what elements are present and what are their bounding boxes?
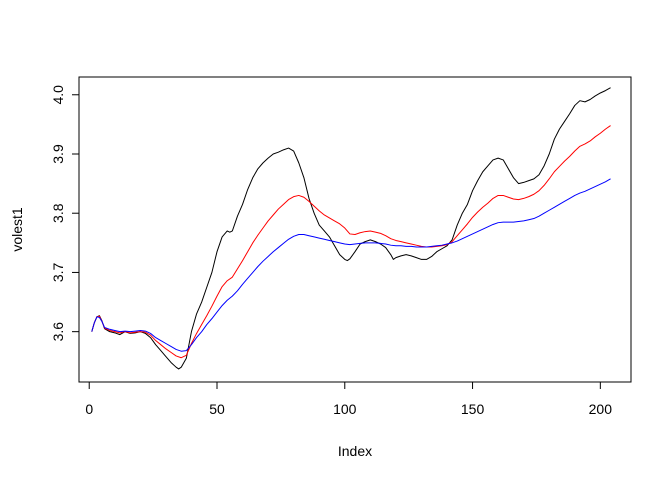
x-tick-label: 50	[209, 401, 225, 417]
y-tick-label: 3.7	[50, 262, 66, 282]
series-layer	[91, 87, 611, 370]
series-line-2	[91, 125, 611, 359]
x-tick-label: 200	[589, 401, 613, 417]
y-tick-label: 3.9	[50, 144, 66, 164]
y-tick-label: 4.0	[50, 85, 66, 105]
x-axis: 0 50 100 150 200	[85, 381, 613, 417]
x-axis-title: Index	[338, 443, 372, 459]
x-tick-label: 100	[333, 401, 357, 417]
y-tick-label: 3.6	[50, 322, 66, 342]
y-axis-title: volest1	[9, 207, 25, 252]
y-axis: 3.6 3.7 3.8 3.9 4.0	[50, 85, 80, 342]
plot-frame	[78, 76, 632, 383]
series-line-3	[91, 178, 611, 352]
series-line-1	[91, 87, 611, 370]
y-tick-label: 3.8	[50, 203, 66, 223]
x-tick-label: 0	[85, 401, 93, 417]
x-tick-label: 150	[461, 401, 485, 417]
